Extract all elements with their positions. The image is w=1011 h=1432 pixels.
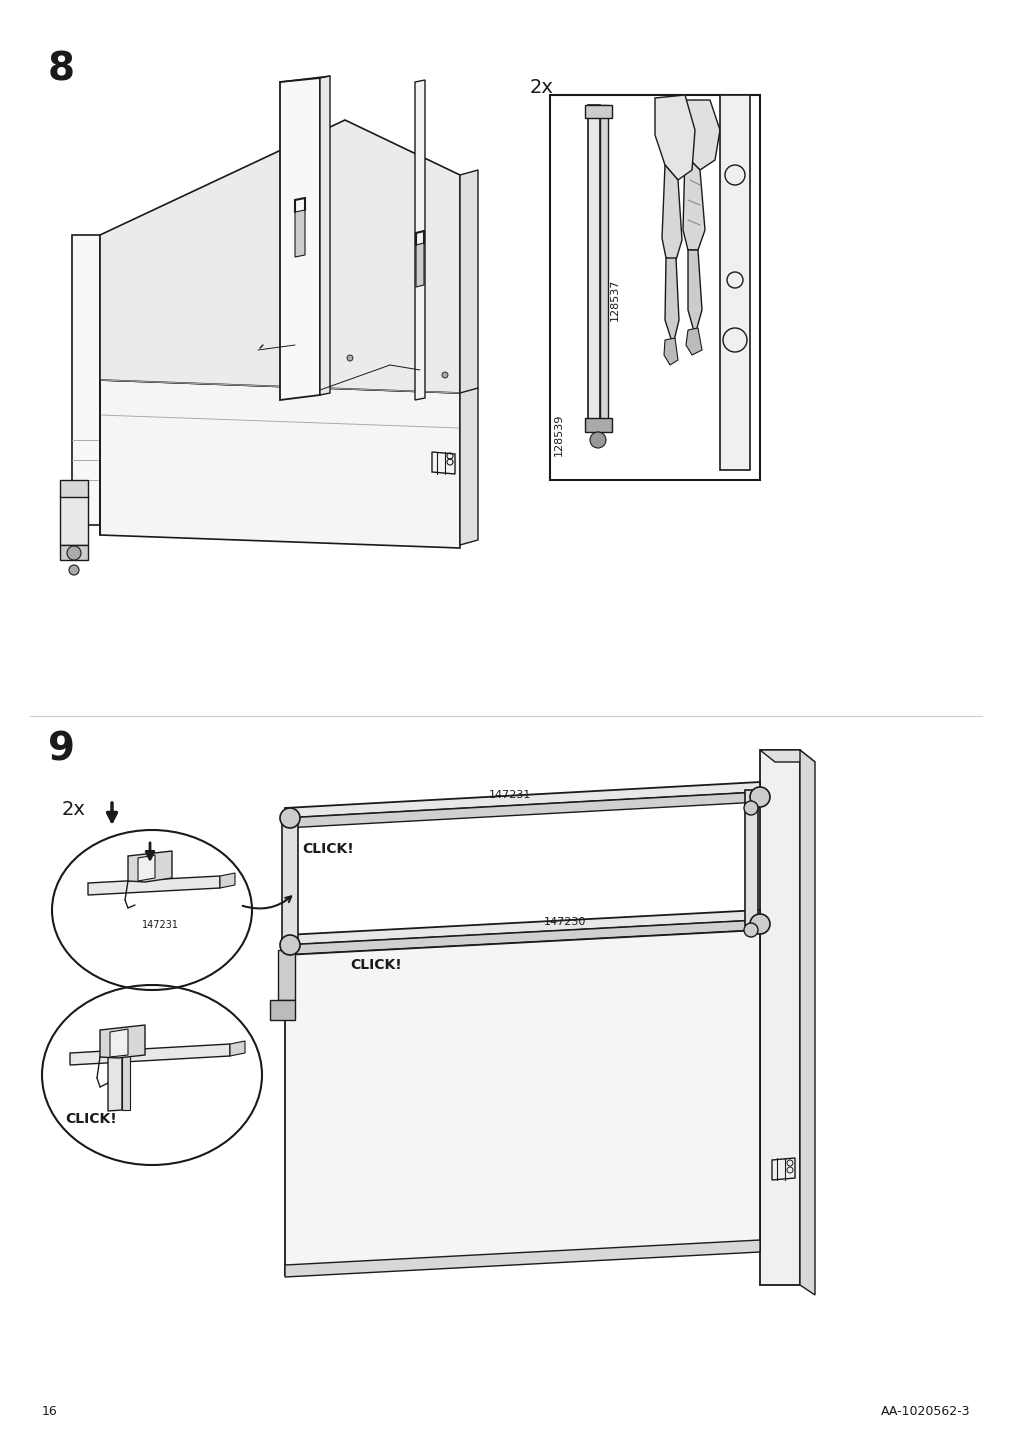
Polygon shape	[108, 1053, 122, 1111]
Text: 147231: 147231	[142, 919, 179, 929]
Polygon shape	[60, 546, 88, 560]
Polygon shape	[282, 815, 297, 949]
Polygon shape	[295, 211, 304, 256]
Text: 147230: 147230	[543, 916, 585, 927]
Polygon shape	[285, 919, 759, 955]
Polygon shape	[100, 1025, 145, 1058]
Polygon shape	[719, 95, 749, 470]
Polygon shape	[415, 80, 425, 400]
Circle shape	[280, 935, 299, 955]
Circle shape	[347, 355, 353, 361]
Polygon shape	[674, 100, 719, 170]
Polygon shape	[60, 480, 88, 497]
Circle shape	[749, 914, 769, 934]
Polygon shape	[682, 155, 705, 251]
Polygon shape	[285, 929, 759, 1274]
Polygon shape	[70, 1044, 229, 1065]
Circle shape	[67, 546, 81, 560]
Text: 2x: 2x	[530, 77, 553, 97]
Polygon shape	[100, 379, 460, 548]
Polygon shape	[100, 120, 460, 392]
Polygon shape	[319, 76, 330, 395]
Polygon shape	[664, 258, 678, 345]
Circle shape	[69, 566, 79, 576]
Polygon shape	[270, 1000, 295, 1020]
Polygon shape	[661, 165, 681, 261]
Polygon shape	[759, 750, 800, 1285]
Text: CLICK!: CLICK!	[301, 842, 354, 856]
Polygon shape	[88, 876, 219, 895]
Circle shape	[280, 808, 299, 828]
Polygon shape	[416, 243, 424, 286]
Polygon shape	[587, 105, 600, 420]
Text: CLICK!: CLICK!	[350, 958, 401, 972]
Polygon shape	[280, 77, 319, 400]
Circle shape	[749, 788, 769, 808]
Circle shape	[442, 372, 448, 378]
Polygon shape	[744, 790, 757, 925]
Polygon shape	[285, 792, 759, 828]
Text: 128539: 128539	[553, 414, 563, 457]
Polygon shape	[759, 750, 814, 762]
Polygon shape	[460, 170, 477, 546]
Text: 2x: 2x	[62, 800, 86, 819]
Circle shape	[743, 924, 757, 937]
Polygon shape	[122, 1053, 129, 1110]
Text: 9: 9	[48, 730, 75, 768]
Polygon shape	[110, 1030, 127, 1057]
Polygon shape	[285, 909, 759, 945]
Circle shape	[743, 800, 757, 815]
Polygon shape	[72, 235, 100, 526]
Polygon shape	[600, 105, 608, 420]
Polygon shape	[584, 105, 612, 117]
Polygon shape	[663, 338, 677, 365]
Polygon shape	[60, 495, 88, 546]
Text: 16: 16	[42, 1405, 58, 1418]
Circle shape	[589, 432, 606, 448]
Polygon shape	[654, 95, 695, 180]
Text: 128537: 128537	[610, 279, 620, 321]
Polygon shape	[229, 1041, 245, 1055]
Polygon shape	[278, 949, 295, 1000]
Text: AA-1020562-3: AA-1020562-3	[880, 1405, 969, 1418]
Polygon shape	[72, 513, 477, 536]
Text: CLICK!: CLICK!	[65, 1113, 116, 1126]
Polygon shape	[584, 418, 612, 432]
Polygon shape	[687, 251, 702, 335]
Polygon shape	[137, 855, 155, 881]
Text: 8: 8	[48, 50, 75, 87]
Polygon shape	[800, 750, 814, 1295]
Text: 147231: 147231	[488, 790, 531, 800]
Polygon shape	[685, 328, 702, 355]
Polygon shape	[127, 851, 172, 882]
Polygon shape	[219, 874, 235, 888]
Polygon shape	[285, 782, 759, 818]
Polygon shape	[285, 1240, 759, 1277]
